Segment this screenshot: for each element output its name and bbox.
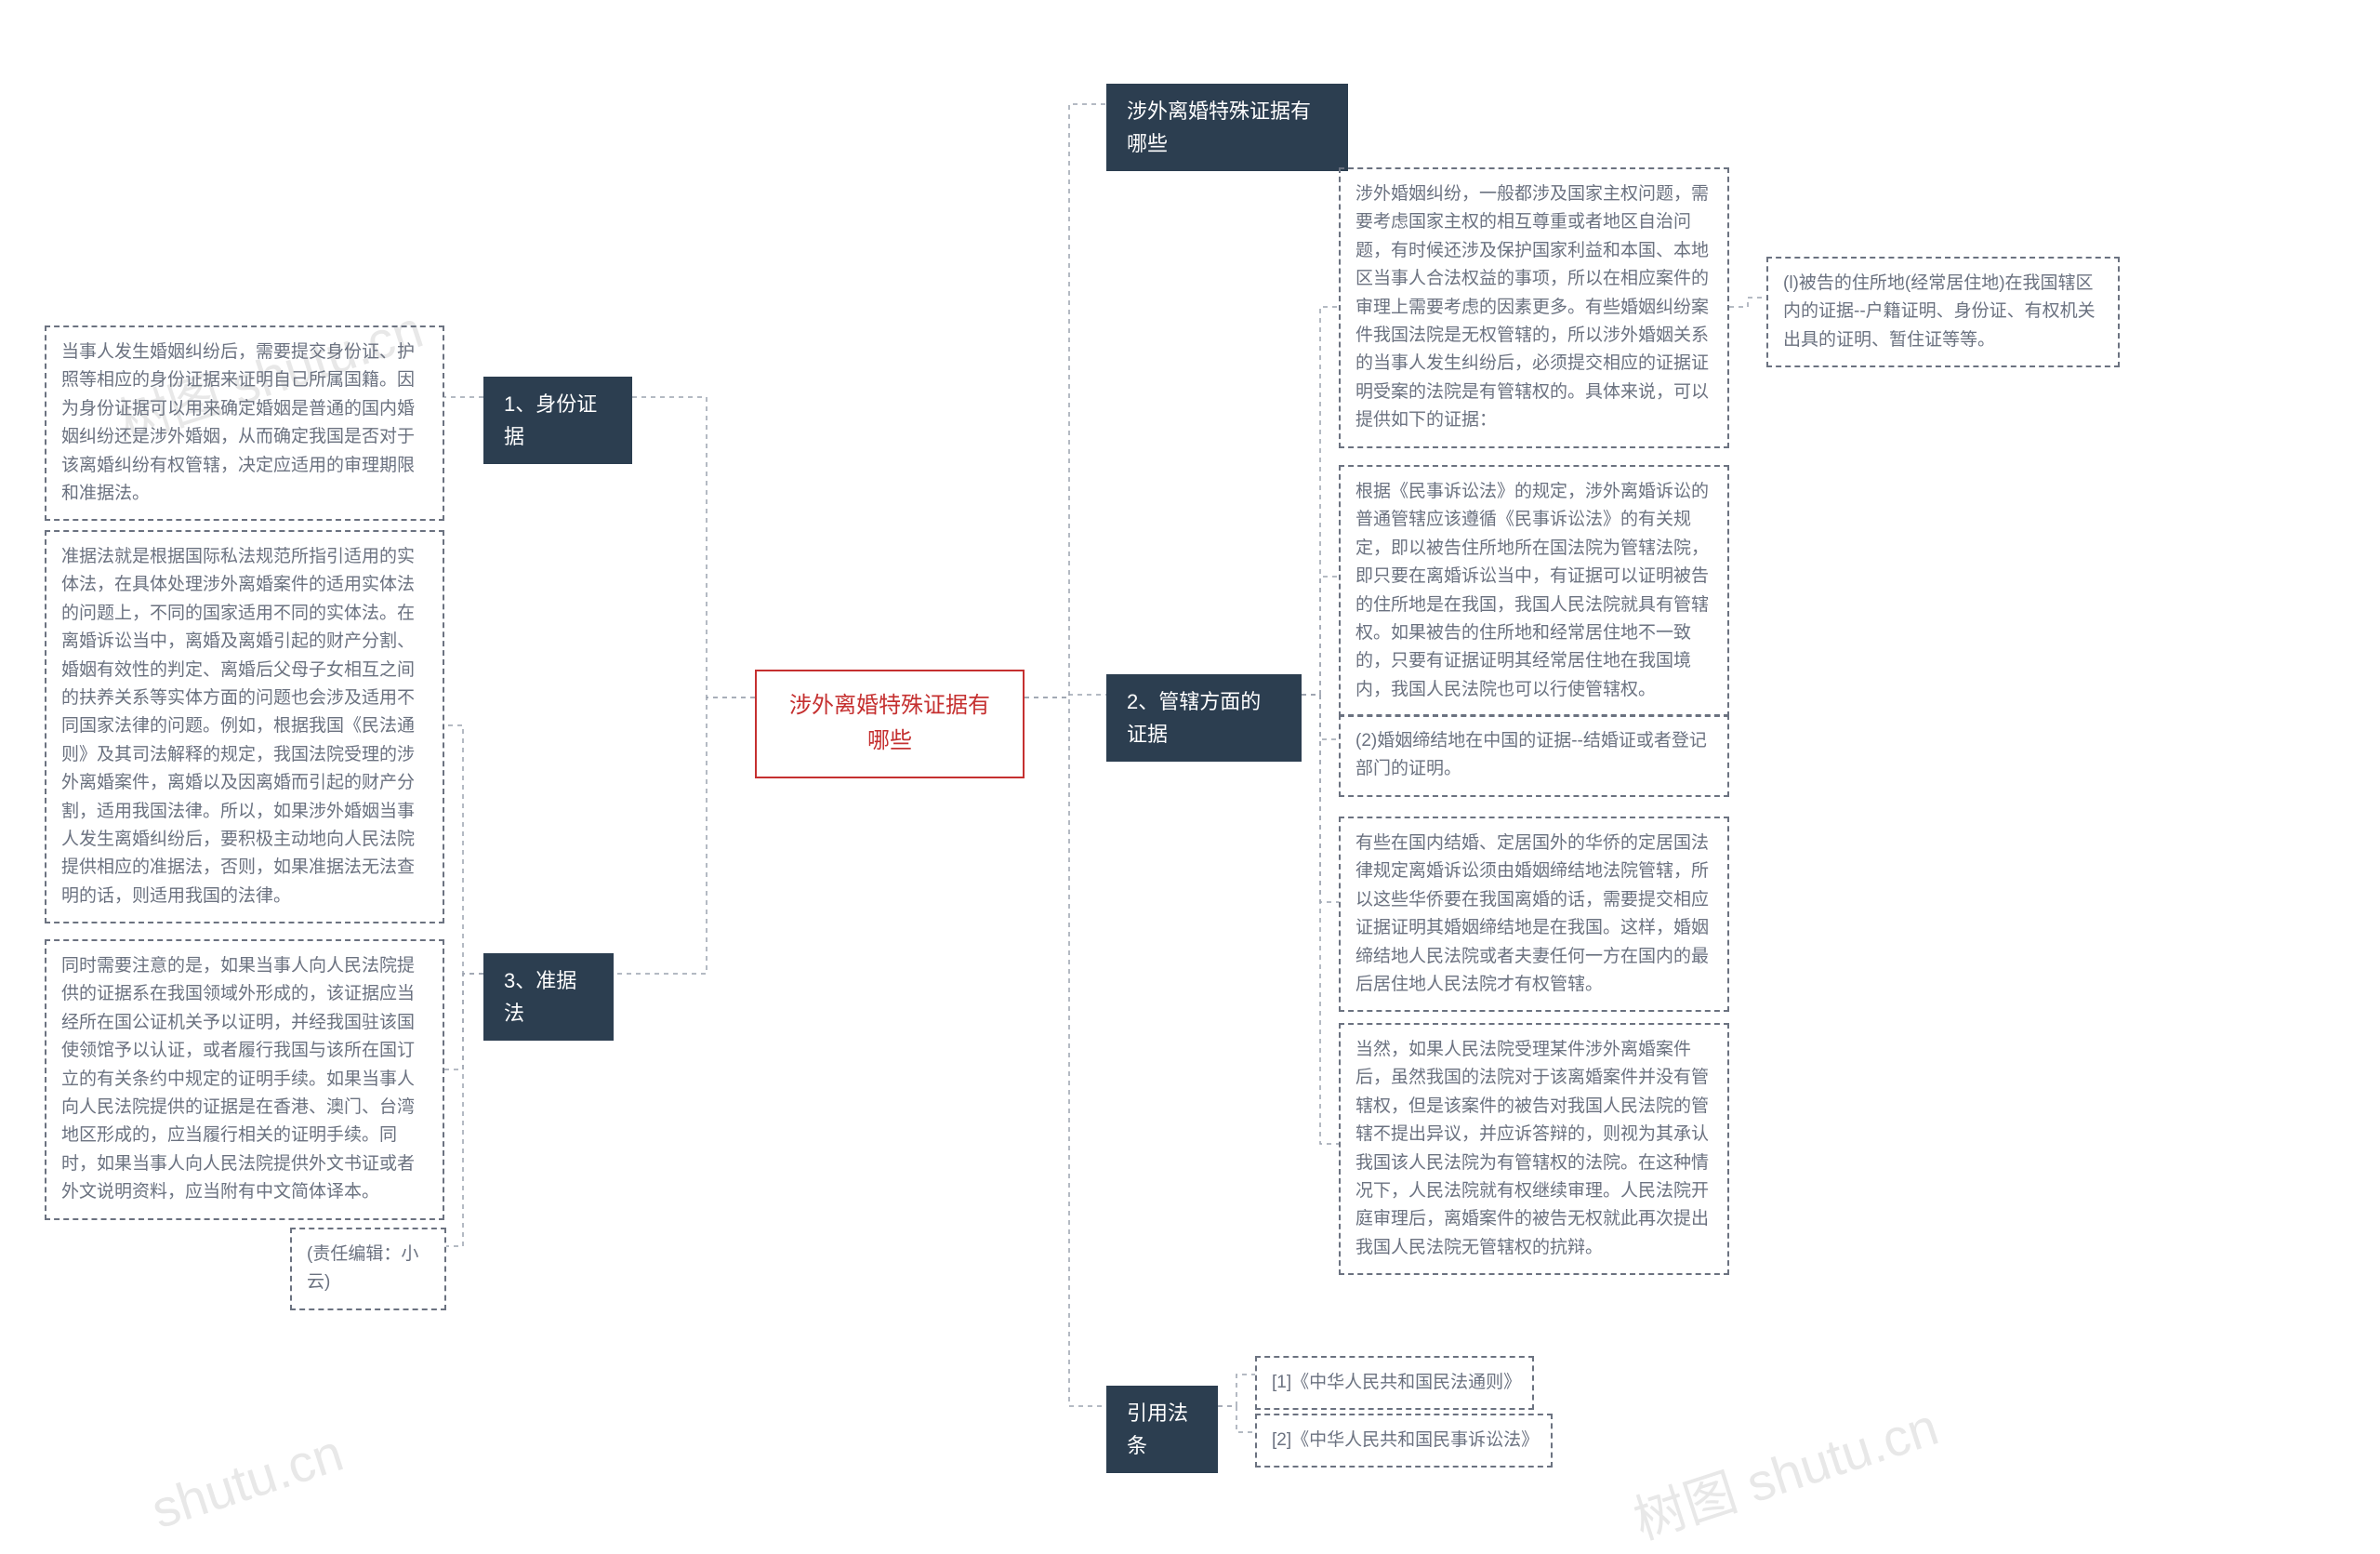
category-jurisdiction: 2、管辖方面的证据	[1106, 674, 1302, 762]
leaf-citation-1: [1]《中华人民共和国民法通则》	[1255, 1356, 1534, 1410]
category-title-repeat: 涉外离婚特殊证据有哪些	[1106, 84, 1348, 171]
watermark: shutu.cn	[144, 1422, 350, 1540]
category-citations: 引用法条	[1106, 1386, 1218, 1473]
leaf-identity-desc: 当事人发生婚姻纠纷后，需要提交身份证、护照等相应的身份证据来证明自己所属国籍。因…	[45, 325, 444, 521]
category-identity: 1、身份证据	[483, 377, 632, 464]
leaf-jurisdiction-sub: (l)被告的住所地(经常居住地)在我国辖区内的证据--户籍证明、身份证、有权机关…	[1766, 257, 2120, 367]
leaf-applicable-law-2: 同时需要注意的是，如果当事人向人民法院提供的证据系在我国领域外形成的，该证据应当…	[45, 939, 444, 1220]
leaf-jurisdiction-4: 有些在国内结婚、定居国外的华侨的定居国法律规定离婚诉讼须由婚姻缔结地法院管辖，所…	[1339, 817, 1729, 1012]
leaf-applicable-law-1: 准据法就是根据国际私法规范所指引适用的实体法，在具体处理涉外离婚案件的适用实体法…	[45, 530, 444, 923]
leaf-editor: (责任编辑：小云)	[290, 1228, 446, 1310]
leaf-jurisdiction-5: 当然，如果人民法院受理某件涉外离婚案件后，虽然我国的法院对于该离婚案件并没有管辖…	[1339, 1023, 1729, 1275]
leaf-jurisdiction-3: (2)婚姻缔结地在中国的证据--结婚证或者登记部门的证明。	[1339, 714, 1729, 797]
watermark: 树图 shutu.cn	[1623, 1386, 1947, 1554]
category-applicable-law: 3、准据法	[483, 953, 614, 1041]
leaf-citation-2: [2]《中华人民共和国民事诉讼法》	[1255, 1414, 1553, 1468]
leaf-jurisdiction-2: 根据《民事诉讼法》的规定，涉外离婚诉讼的普通管辖应该遵循《民事诉讼法》的有关规定…	[1339, 465, 1729, 717]
leaf-jurisdiction-1: 涉外婚姻纠纷，一般都涉及国家主权问题，需要考虑国家主权的相互尊重或者地区自治问题…	[1339, 167, 1729, 448]
root-node: 涉外离婚特殊证据有哪些	[755, 670, 1025, 778]
